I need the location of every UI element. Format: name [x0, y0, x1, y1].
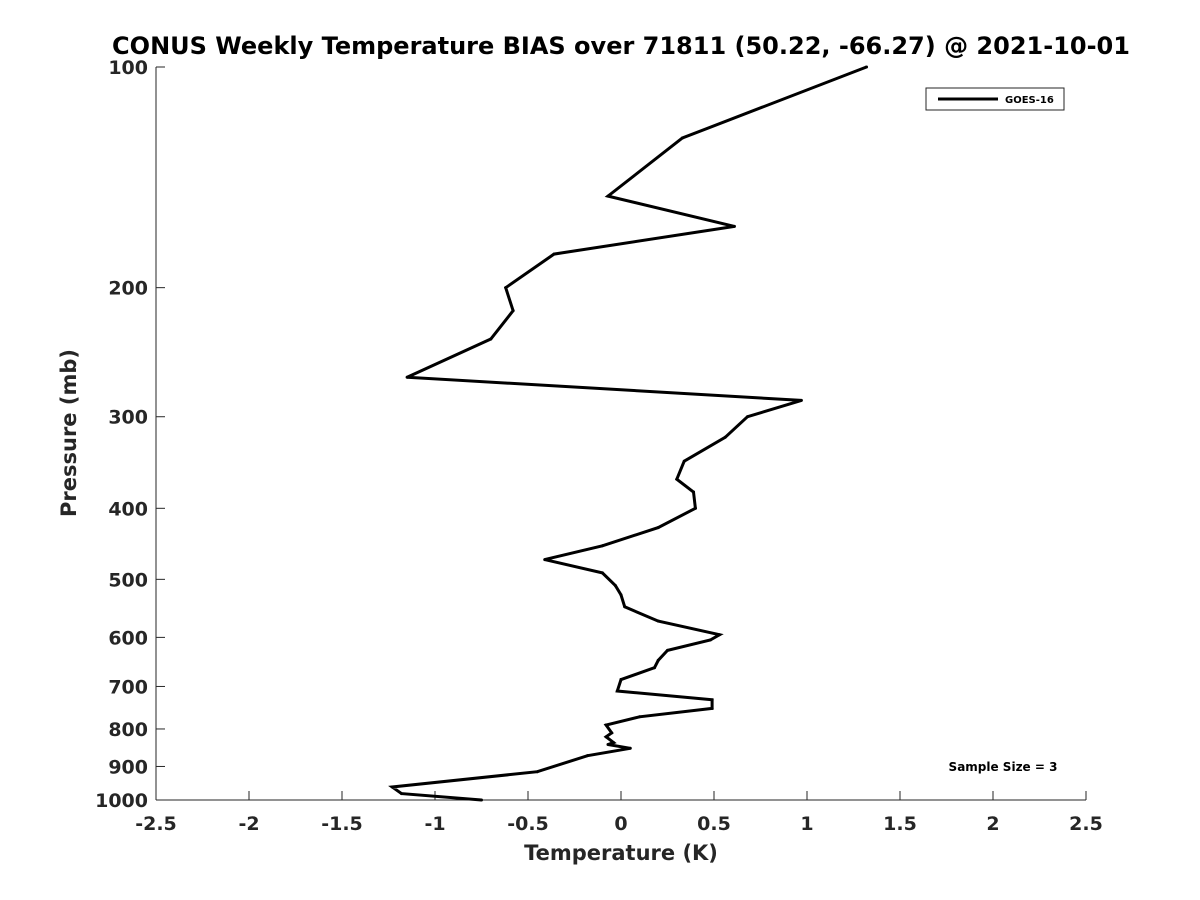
series-layer: [388, 65, 869, 802]
data-point: [638, 715, 642, 719]
data-point: [723, 435, 727, 439]
data-point: [652, 666, 656, 670]
data-point: [606, 194, 610, 198]
y-tick-label: 600: [108, 627, 148, 649]
x-tick-label: 1: [800, 813, 813, 835]
data-point: [710, 698, 714, 702]
data-point: [619, 593, 623, 597]
data-point: [623, 605, 627, 609]
y-tick-label: 100: [108, 57, 148, 79]
legend-label: GOES-16: [1005, 95, 1054, 106]
y-tick-label: 700: [108, 676, 148, 698]
data-point: [675, 477, 679, 481]
data-point: [865, 65, 869, 69]
data-point: [619, 678, 623, 682]
data-point: [628, 746, 632, 750]
y-tick-label: 900: [108, 756, 148, 778]
data-point: [600, 544, 604, 548]
data-point: [535, 770, 539, 774]
data-point: [405, 375, 409, 379]
x-ticks: -2.5 -2 -1.5 -1 -0.5 0 0.5 1 1.5 2 2.5: [135, 791, 1103, 835]
data-point: [604, 723, 608, 727]
data-point: [682, 459, 686, 463]
data-point: [718, 633, 722, 637]
data-point: [511, 309, 515, 313]
x-tick-label: 2: [986, 813, 999, 835]
data-point: [612, 741, 616, 745]
data-point: [543, 558, 547, 562]
y-tick-label: 500: [108, 569, 148, 591]
data-point: [552, 252, 556, 256]
data-point: [604, 735, 608, 739]
data-point: [606, 742, 610, 746]
x-tick-label: -1: [424, 813, 445, 835]
x-tick-label: -1.5: [321, 813, 363, 835]
x-tick-label: 1.5: [883, 813, 917, 835]
data-point: [708, 638, 712, 642]
data-point: [613, 584, 617, 588]
y-tick-label: 400: [108, 498, 148, 520]
data-point: [610, 731, 614, 735]
data-point: [710, 706, 714, 710]
sample-size-annotation: Sample Size = 3: [949, 760, 1058, 774]
data-point: [586, 754, 590, 758]
data-point: [489, 337, 493, 341]
data-point: [390, 785, 394, 789]
x-tick-label: -2.5: [135, 813, 177, 835]
axes: -2.5 -2 -1.5 -1 -0.5 0 0.5 1 1.5 2 2.5 100 200 300 40…: [95, 57, 1103, 835]
y-axis-label: Pressure (mb): [57, 349, 81, 517]
data-point: [600, 571, 604, 575]
data-point: [615, 689, 619, 693]
data-point: [732, 224, 736, 228]
x-tick-label: 2.5: [1069, 813, 1103, 835]
chart-title: CONUS Weekly Temperature BIAS over 71811…: [112, 32, 1130, 60]
data-point: [480, 798, 483, 802]
data-point: [656, 619, 660, 623]
y-tick-label: 1000: [95, 790, 148, 812]
x-tick-label: -0.5: [507, 813, 549, 835]
data-point: [504, 286, 508, 290]
x-tick-label: 0: [614, 813, 627, 835]
series-line: [388, 65, 868, 802]
data-point: [799, 398, 803, 402]
y-tick-label: 800: [108, 719, 148, 741]
data-point: [745, 415, 749, 419]
data-point: [656, 526, 660, 530]
data-point: [680, 136, 684, 140]
y-tick-label: 300: [108, 407, 148, 429]
data-point: [692, 490, 696, 494]
data-point: [400, 792, 404, 796]
data-point: [666, 648, 669, 652]
x-tick-label: -2: [238, 813, 259, 835]
x-axis-label: Temperature (K): [524, 841, 718, 865]
y-ticks: 100 200 300 400 500 600 700 800 900 1000: [95, 57, 165, 812]
data-point: [693, 506, 697, 510]
legend: GOES-16: [925, 87, 1065, 111]
data-point: [656, 658, 660, 662]
x-tick-label: 0.5: [697, 813, 731, 835]
y-tick-label: 200: [108, 278, 148, 300]
